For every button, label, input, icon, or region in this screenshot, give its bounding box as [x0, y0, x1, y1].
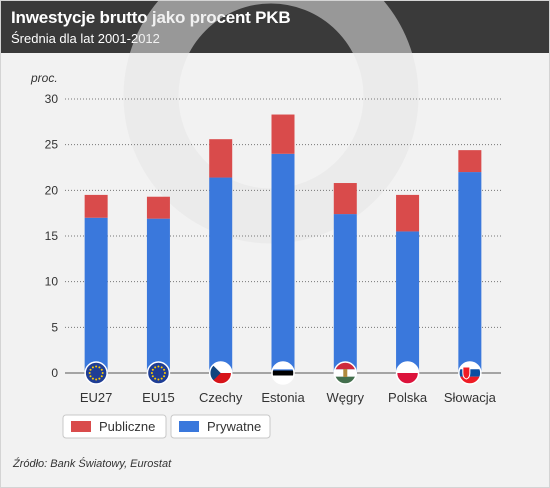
bar-prywatne [333, 214, 357, 373]
legend-swatch [71, 421, 91, 432]
chart-subtitle: Średnia dla lat 2001-2012 [11, 31, 160, 46]
gridlines [65, 98, 501, 328]
bar-publiczne [396, 194, 420, 232]
eu-flag-icon [146, 361, 171, 385]
y-tick-label: 5 [51, 320, 58, 334]
legend-item: Prywatne [170, 414, 271, 439]
bar-publiczne [333, 183, 357, 215]
y-tick-label: 10 [45, 275, 59, 289]
y-tick-label: 0 [51, 366, 58, 380]
x-tick-label: Estonia [261, 390, 305, 405]
x-tick-label: Węgry [327, 390, 365, 405]
hungary-flag-icon [333, 361, 358, 385]
bar-prywatne [209, 177, 233, 373]
bar-prywatne [458, 172, 482, 373]
chart-header: Inwestycje brutto jako procent PKB Średn… [1, 1, 549, 53]
x-tick-label: Czechy [199, 390, 243, 405]
country-flags [84, 361, 482, 385]
bar-publiczne [271, 114, 295, 154]
source-note: Źródło: Bank Światowy, Eurostat [13, 458, 172, 470]
y-axis-unit-label: proc. [30, 71, 58, 85]
bar-prywatne [271, 153, 295, 373]
y-tick-label: 30 [45, 92, 59, 106]
x-tick-label: EU27 [80, 390, 113, 405]
bar-publiczne [209, 139, 233, 178]
eu-flag-icon [84, 361, 108, 385]
bar-publiczne [84, 194, 108, 218]
x-axis-labels: EU27 EU15 Czechy Estonia Węgry Polska Słowacja [80, 390, 497, 405]
poland-flag-icon [395, 361, 420, 385]
y-tick-label: 20 [45, 183, 59, 197]
legend-label: Publiczne [99, 419, 155, 434]
x-tick-label: Słowacja [444, 390, 497, 405]
bar-prywatne [84, 217, 108, 373]
bar-publiczne [458, 150, 482, 173]
y-tick-label: 25 [45, 138, 59, 152]
bar-prywatne [396, 231, 420, 373]
slovakia-flag-icon [458, 361, 482, 385]
estonia-flag-icon [271, 361, 295, 385]
legend-item: Publiczne [62, 414, 167, 439]
x-tick-label: Polska [388, 390, 428, 405]
x-tick-label: EU15 [142, 390, 175, 405]
legend: Publiczne Prywatne [62, 414, 271, 439]
bar-publiczne [146, 196, 170, 219]
czech-flag-icon [208, 361, 233, 385]
bars [84, 114, 482, 373]
y-tick-label: 15 [45, 229, 59, 243]
legend-swatch [179, 421, 199, 432]
legend-label: Prywatne [207, 419, 261, 434]
y-axis-ticks: 0 5 10 15 20 25 30 [45, 92, 59, 380]
watermark-logo [123, 1, 419, 244]
bar-prywatne [146, 218, 170, 373]
